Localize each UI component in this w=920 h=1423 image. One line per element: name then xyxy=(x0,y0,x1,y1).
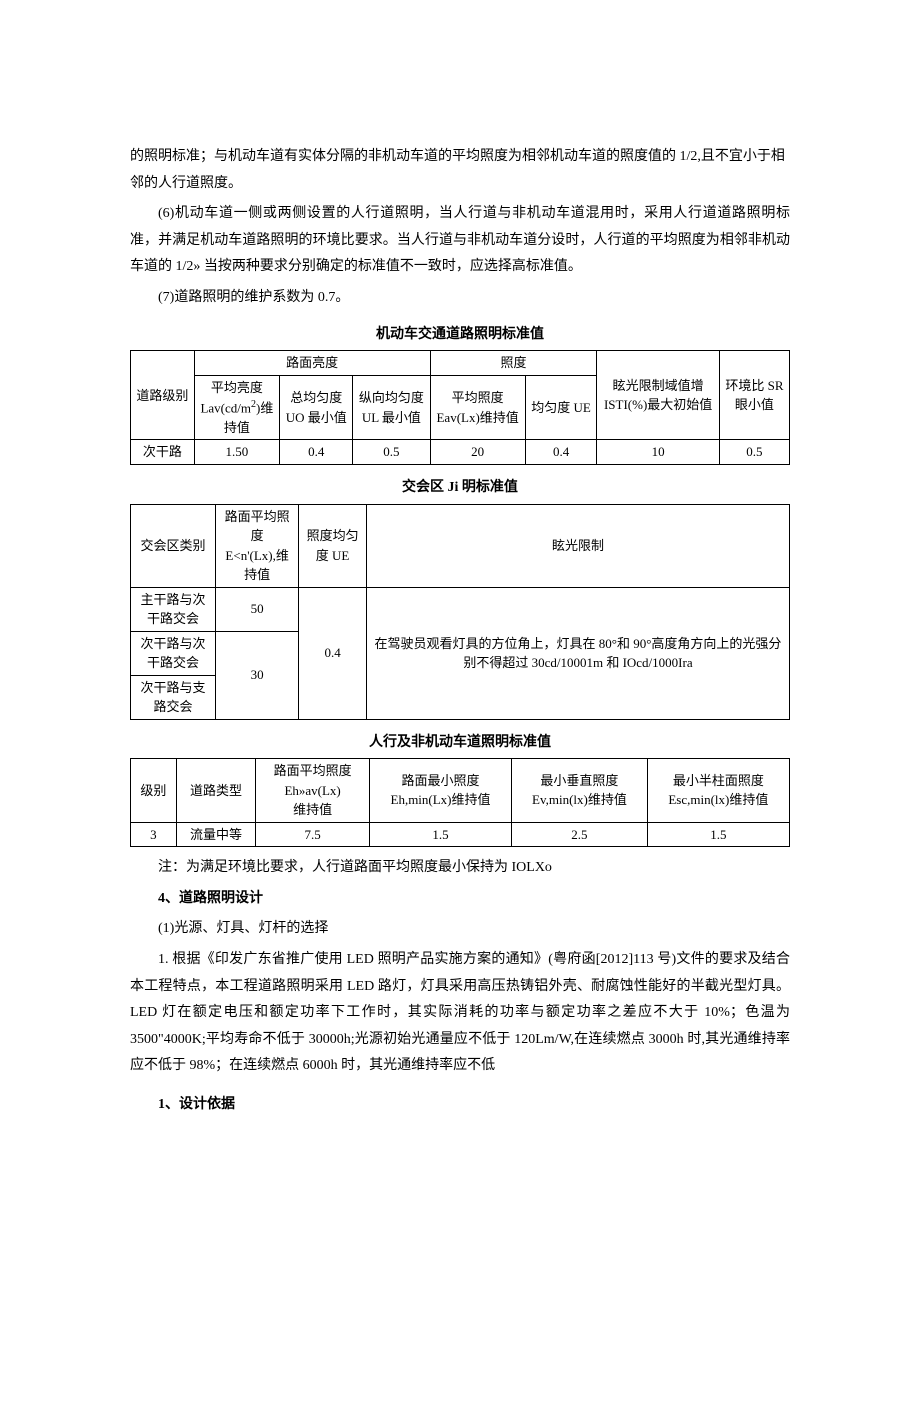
table2-caption: 交会区 Ji 明标准值 xyxy=(130,475,790,502)
table-row: 主干路与次干路交会 50 0.4 在驾驶员观看灯具的方位角上，灯具在 80°和 … xyxy=(131,587,790,631)
cell: 2.5 xyxy=(512,822,648,847)
cell: 次干路 xyxy=(131,440,195,465)
cell: 流量中等 xyxy=(176,822,256,847)
th-min-vertical: 最小垂直照度Ev,min(lx)维持值 xyxy=(512,759,648,823)
table-row: 次干路 1.50 0.4 0.5 20 0.4 10 0.5 xyxy=(131,440,790,465)
cell: 7.5 xyxy=(256,822,370,847)
th-min-semi: 最小半柱面照度Esc,min(lx)维持值 xyxy=(647,759,789,823)
table3-caption: 人行及非机动车道照明标准值 xyxy=(130,730,790,757)
th-longitudinal: 纵向均匀度UL 最小值 xyxy=(353,375,430,440)
cell: 次干路与支路交会 xyxy=(131,675,216,719)
paragraph-2: (6)机动车道一侧或两侧设置的人行道照明，当人行道与非机动车道混用时，采用人行道… xyxy=(130,201,790,281)
cell: 20 xyxy=(430,440,525,465)
cell: 0.5 xyxy=(719,440,789,465)
th-avg: 路面平均照度Eh»av(Lx)维持值 xyxy=(256,759,370,823)
paragraph-5: (1)光源、灯具、灯杆的选择 xyxy=(130,916,790,943)
cell: 0.5 xyxy=(353,440,430,465)
table-motor-vehicle: 道路级别 路面亮度 照度 眩光限制域值增ISTI(%)最大初始值 环境比 SR眼… xyxy=(130,350,790,465)
cell: 1.5 xyxy=(369,822,511,847)
paragraph-3: (7)道路照明的维护系数为 0.7。 xyxy=(130,285,790,312)
table-intersection: 交会区类别 路面平均照度E<n'(Lx),维持值 照度均匀度 UE 眩光限制 主… xyxy=(130,504,790,720)
th-sr: 环境比 SR眼小值 xyxy=(719,351,789,440)
th-type: 交会区类别 xyxy=(131,504,216,587)
cell: 30 xyxy=(216,631,299,719)
cell-uniformity: 0.4 xyxy=(299,587,367,719)
cell: 50 xyxy=(216,587,299,631)
cell: 10 xyxy=(597,440,719,465)
heading-1: 1、设计依据 xyxy=(130,1092,790,1119)
cell: 主干路与次干路交会 xyxy=(131,587,216,631)
th-surface-brightness: 路面亮度 xyxy=(194,351,430,376)
table-note: 注：为满足环境比要求，人行道路面平均照度最小保持为 IOLXo xyxy=(130,855,790,882)
cell: 次干路与次干路交会 xyxy=(131,631,216,675)
paragraph-6: 1. 根据《印发广东省推广使用 LED 照明产品实施方案的通知》(粤府函[201… xyxy=(130,947,790,1080)
th-min-surface: 路面最小照度Eh,min(Lx)维持值 xyxy=(369,759,511,823)
cell: 3 xyxy=(131,822,177,847)
cell-glare: 在驾驶员观看灯具的方位角上，灯具在 80°和 90°高度角方向上的光强分别不得超… xyxy=(366,587,789,719)
table-row: 3 流量中等 7.5 1.5 2.5 1.5 xyxy=(131,822,790,847)
paragraph-1: 的照明标准；与机动车道有实体分隔的非机动车道的平均照度为相邻机动车道的照度值的 … xyxy=(130,144,790,197)
th-level: 级别 xyxy=(131,759,177,823)
th-glare: 眩光限制 xyxy=(366,504,789,587)
heading-4: 4、道路照明设计 xyxy=(130,886,790,913)
th-total-uniformity: 总均匀度UO 最小值 xyxy=(280,375,353,440)
th-uniformity: 照度均匀度 UE xyxy=(299,504,367,587)
th-illuminance: 照度 xyxy=(430,351,597,376)
th-avg-illum: 路面平均照度E<n'(Lx),维持值 xyxy=(216,504,299,587)
table1-caption: 机动车交通道路照明标准值 xyxy=(130,322,790,349)
cell: 0.4 xyxy=(280,440,353,465)
th-ue: 均匀度 UE xyxy=(525,375,597,440)
table-pedestrian: 级别 道路类型 路面平均照度Eh»av(Lx)维持值 路面最小照度Eh,min(… xyxy=(130,758,790,847)
th-road-level: 道路级别 xyxy=(131,351,195,440)
cell: 1.5 xyxy=(647,822,789,847)
th-glare: 眩光限制域值增ISTI(%)最大初始值 xyxy=(597,351,719,440)
th-avg-brightness: 平均亮度Lav(cd/m2)维持值 xyxy=(194,375,279,440)
th-road-type: 道路类型 xyxy=(176,759,256,823)
th-avg-illum: 平均照度Eav(Lx)维持值 xyxy=(430,375,525,440)
cell: 1.50 xyxy=(194,440,279,465)
cell: 0.4 xyxy=(525,440,597,465)
